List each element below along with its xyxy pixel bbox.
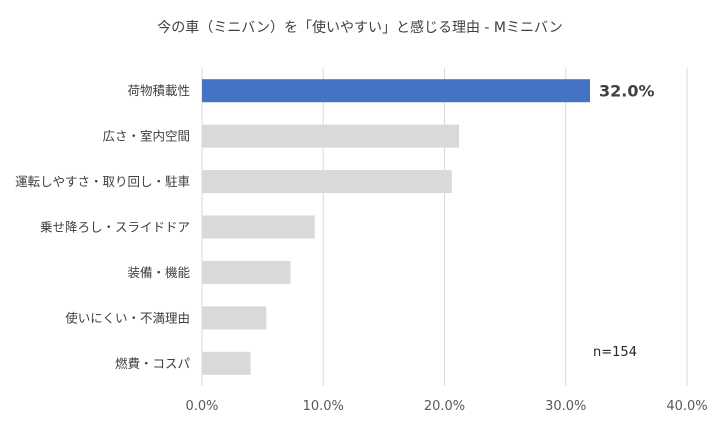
category-label: 広さ・室内空間 [102,129,190,144]
x-tick-label: 0.0% [185,399,218,414]
sample-size-note: n=154 [593,345,637,360]
chart-title: 今の車（ミニバン）を「使いやすい」と感じる理由 - Mミニバン [157,19,562,36]
x-tick-label: 20.0% [424,399,465,414]
category-label: 燃費・コスパ [115,356,190,371]
data-labels: 32.0% [599,82,655,101]
gridlines [201,68,688,386]
bars [202,79,590,375]
bar [202,79,590,103]
data-label: 32.0% [599,82,655,101]
bar [202,124,460,148]
bar [202,351,251,375]
x-tick-label: 40.0% [666,399,707,414]
bar [202,306,267,330]
category-label: 荷物積載性 [127,83,190,98]
category-label: 乗せ降ろし・スライドドア [40,220,190,235]
category-labels: 荷物積載性広さ・室内空間運転しやすさ・取り回し・駐車乗せ降ろし・スライドドア装備… [15,83,190,371]
x-tick-label: 30.0% [545,399,586,414]
x-tick-label: 10.0% [303,399,344,414]
x-axis-tick-labels: 0.0% 10.0% 20.0% 30.0% 40.0% [185,399,707,414]
bar [202,170,452,194]
category-label: 装備・機能 [127,265,190,280]
category-label: 運転しやすさ・取り回し・駐車 [15,174,190,189]
bar [202,260,291,284]
bar [202,215,315,239]
category-label: 使いにくい・不満理由 [65,310,190,325]
